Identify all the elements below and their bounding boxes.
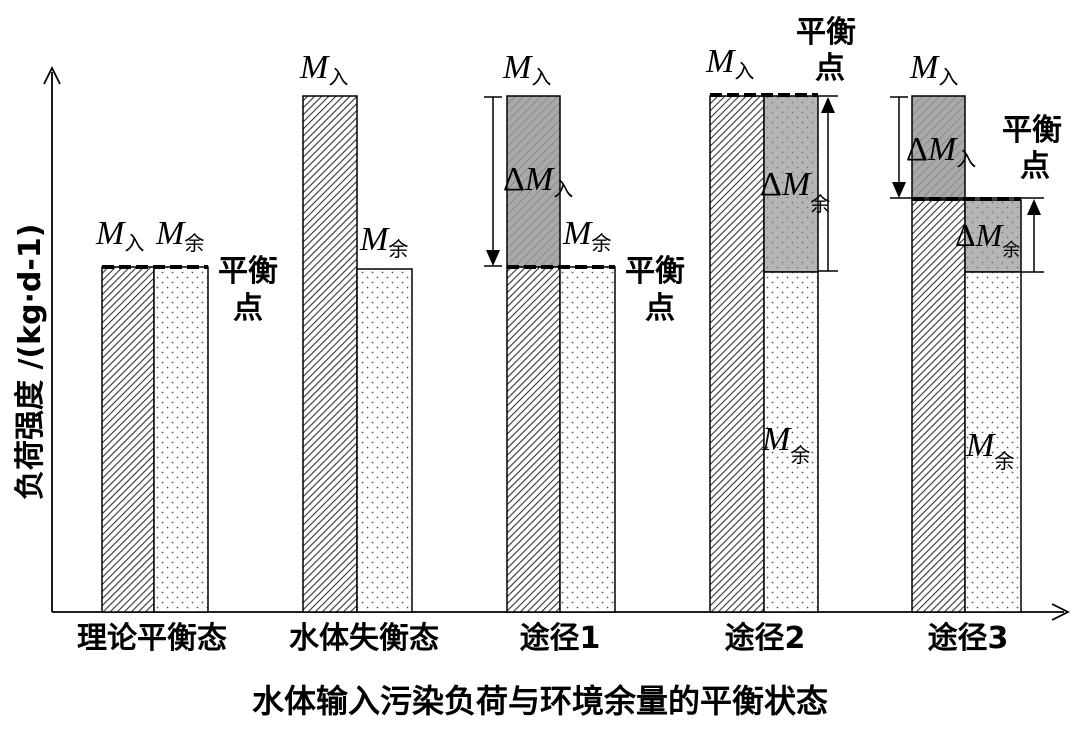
group-path-2: M入 ΔM余 M余 平衡 点 途径2 — [705, 15, 856, 656]
category-label: 理论平衡态 — [77, 621, 227, 656]
increase-arrowhead — [821, 97, 835, 113]
balance-point-label-line2: 点 — [645, 291, 675, 326]
group-water-imbalance: M入 M余 水体失衡态 — [289, 49, 439, 656]
category-label: 途径2 — [725, 621, 806, 656]
bar-m-in — [506, 266, 561, 613]
y-axis-label: 负荷强度 /(kg·d-1) — [13, 224, 48, 500]
label-m-rest: M余 — [965, 427, 1014, 473]
group-path-3: M入 ΔM入 ΔM余 M余 平衡 点 途径3 — [890, 49, 1062, 656]
balance-point-label-line2: 点 — [233, 291, 263, 326]
balance-point-label-line2: 点 — [1020, 149, 1050, 184]
bar-m-in — [709, 95, 765, 613]
balance-point-label-line1: 平衡 — [1002, 113, 1062, 148]
balance-point-label-line1: 平衡 — [218, 254, 278, 289]
x-axis-arrow — [1051, 603, 1071, 621]
label-m-in: M入 — [299, 49, 348, 89]
bar-m-rest — [559, 266, 616, 613]
label-m-rest: M余 — [359, 221, 408, 261]
bar-m-in — [911, 199, 966, 613]
balance-point-label-line1: 平衡 — [625, 254, 685, 289]
balance-point-label-line2: 点 — [815, 51, 845, 86]
group-theoretical-balance: M入 M余 平衡 点 理论平衡态 — [77, 215, 278, 656]
bar-m-rest — [356, 268, 413, 613]
category-label: 水体失衡态 — [289, 621, 439, 656]
reduction-arrowhead — [486, 250, 500, 266]
bar-delta-m-in — [506, 95, 561, 268]
balance-point-label-line1: 平衡 — [796, 15, 856, 50]
label-m-rest: M余 — [562, 215, 611, 255]
x-axis-label: 水体输入污染负荷与环境余量的平衡状态 — [252, 682, 828, 720]
group-path-1: M入 ΔM入 M余 平衡 点 途径1 — [484, 49, 685, 656]
label-m-rest: M余 — [155, 215, 204, 255]
bar-m-rest — [964, 271, 1022, 613]
bar-m-in — [101, 266, 155, 613]
reduction-arrowhead — [892, 182, 906, 198]
increase-arrowhead — [1027, 199, 1041, 215]
label-m-rest: M余 — [761, 421, 810, 467]
bar-delta-m-rest — [964, 199, 1022, 273]
label-delta-m-in: ΔM入 — [906, 131, 976, 171]
y-axis-arrow — [43, 65, 61, 85]
category-label: 途径3 — [928, 621, 1009, 656]
bar-m-rest — [763, 271, 819, 613]
label-delta-m-rest: ΔM余 — [760, 166, 830, 216]
label-m-in: M入 — [502, 49, 551, 89]
bar-m-in — [302, 95, 358, 613]
bar-delta-m-in — [911, 95, 966, 201]
label-m-in: M入 — [705, 43, 754, 83]
bar-m-rest — [153, 266, 209, 613]
category-label: 途径1 — [520, 621, 601, 656]
label-m-in: M入 — [909, 49, 958, 89]
label-delta-m-in: ΔM入 — [503, 161, 573, 201]
label-m-in: M入 — [95, 215, 144, 255]
label-delta-m-rest: ΔM余 — [955, 217, 1020, 261]
